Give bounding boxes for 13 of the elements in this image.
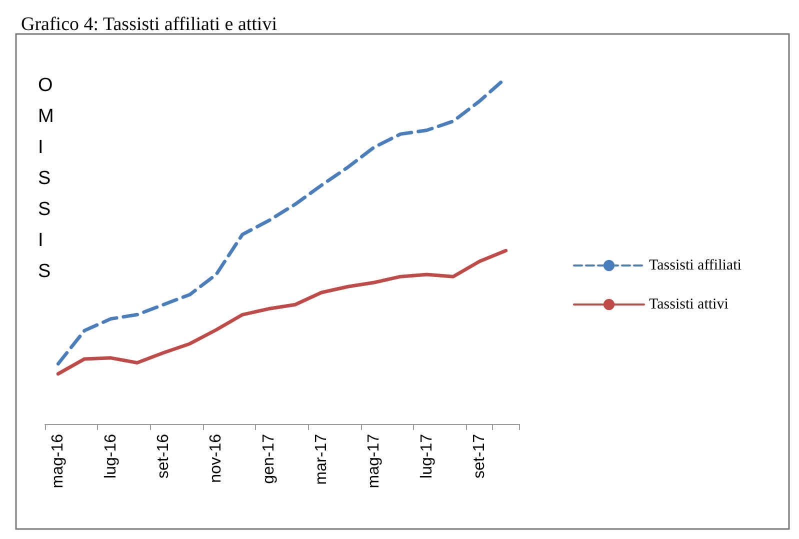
- x-tick-label: nov-16: [208, 434, 225, 483]
- x-tick-label: mag-17: [366, 434, 383, 488]
- x-tick-label: mar-17: [313, 434, 330, 485]
- x-tick-label: set-16: [155, 434, 172, 478]
- legend-label: Tassisti affiliati: [649, 258, 742, 274]
- x-tick-label: mag-16: [50, 434, 67, 488]
- x-tick-label: gen-17: [260, 434, 278, 484]
- x-tick-label: lug-17: [418, 434, 436, 478]
- x-tick-label: set-17: [471, 434, 488, 478]
- x-tick-label: lug-16: [102, 434, 120, 478]
- legend-label: Tassisti attivi: [649, 296, 728, 312]
- y-axis-title: OMISSIS: [38, 75, 54, 282]
- chart-title: Grafico 4: Tassisti affiliati e attivi: [21, 14, 277, 35]
